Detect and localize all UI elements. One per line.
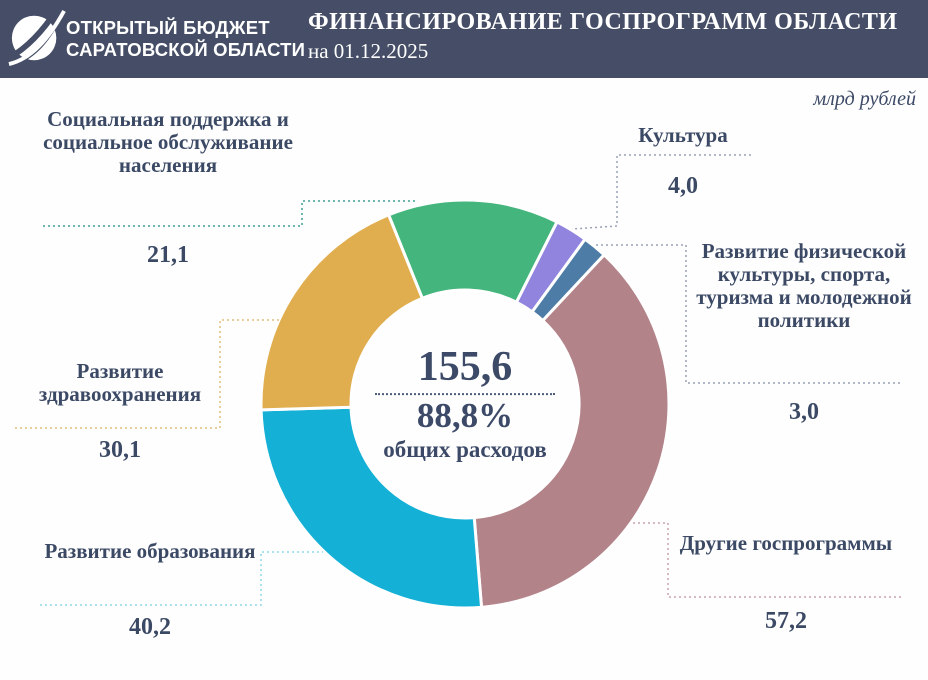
segment-label-education: Развитие образования [44, 539, 256, 563]
total-value: 155,6 [417, 344, 513, 391]
donut-segment-5 [259, 213, 424, 412]
header-bar: ОТКРЫТЫЙ БЮДЖЕТ САРАТОВСКОЙ ОБЛАСТИ ФИНА… [0, 0, 928, 78]
leader-line-segment-3 [633, 522, 902, 598]
units-label: млрд рублей [813, 88, 916, 110]
segment-value-physical-culture: 3,0 [789, 399, 819, 425]
segment-label-other-programs: Другие госпрограммы [679, 531, 893, 555]
segment-label-social-support: Социальная поддержка и социальное обслуж… [43, 107, 293, 177]
logo-text-line2: САРАТОВСКОЙ ОБЛАСТИ [66, 39, 306, 60]
logo-text: ОТКРЫТЫЙ БЮДЖЕТ САРАТОВСКОЙ ОБЛАСТИ [66, 17, 305, 61]
segment-value-healthcare: 30,1 [99, 437, 141, 463]
total-percent: 88,8% [416, 396, 514, 436]
segment-label-culture: Культура [638, 123, 728, 147]
segment-value-social-support: 21,1 [147, 242, 189, 268]
page-title-block: ФИНАНСИРОВАНИЕ ГОСПРОГРАММ ОБЛАСТИ на 01… [308, 9, 898, 64]
segment-value-other-programs: 57,2 [765, 608, 807, 634]
center-dotted-divider [375, 393, 555, 396]
segment-value-education: 40,2 [129, 614, 171, 640]
donut-segment-3 [472, 253, 671, 609]
segment-label-healthcare: Развитие здравоохранения [38, 359, 202, 406]
logo-text-line1: ОТКРЫТЫЙ БЮДЖЕТ [66, 17, 270, 38]
segment-label-physical-culture: Развитие физической культуры, спорта, ту… [696, 239, 912, 332]
leader-line-segment-0 [43, 200, 417, 227]
leader-line-segment-1 [571, 154, 751, 230]
as-of-date: на 01.12.2025 [308, 39, 429, 63]
leader-line-segment-2 [596, 244, 902, 384]
segment-value-culture: 4,0 [668, 173, 698, 199]
total-caption: общих расходов [383, 436, 547, 462]
leader-line-segment-4 [40, 551, 323, 606]
page-title: ФИНАНСИРОВАНИЕ ГОСПРОГРАММ ОБЛАСТИ [308, 9, 898, 35]
donut-center-block: 155,6 88,8% общих расходов [350, 345, 580, 463]
donut-segment-4 [259, 405, 484, 610]
open-budget-logo-icon [8, 7, 66, 66]
